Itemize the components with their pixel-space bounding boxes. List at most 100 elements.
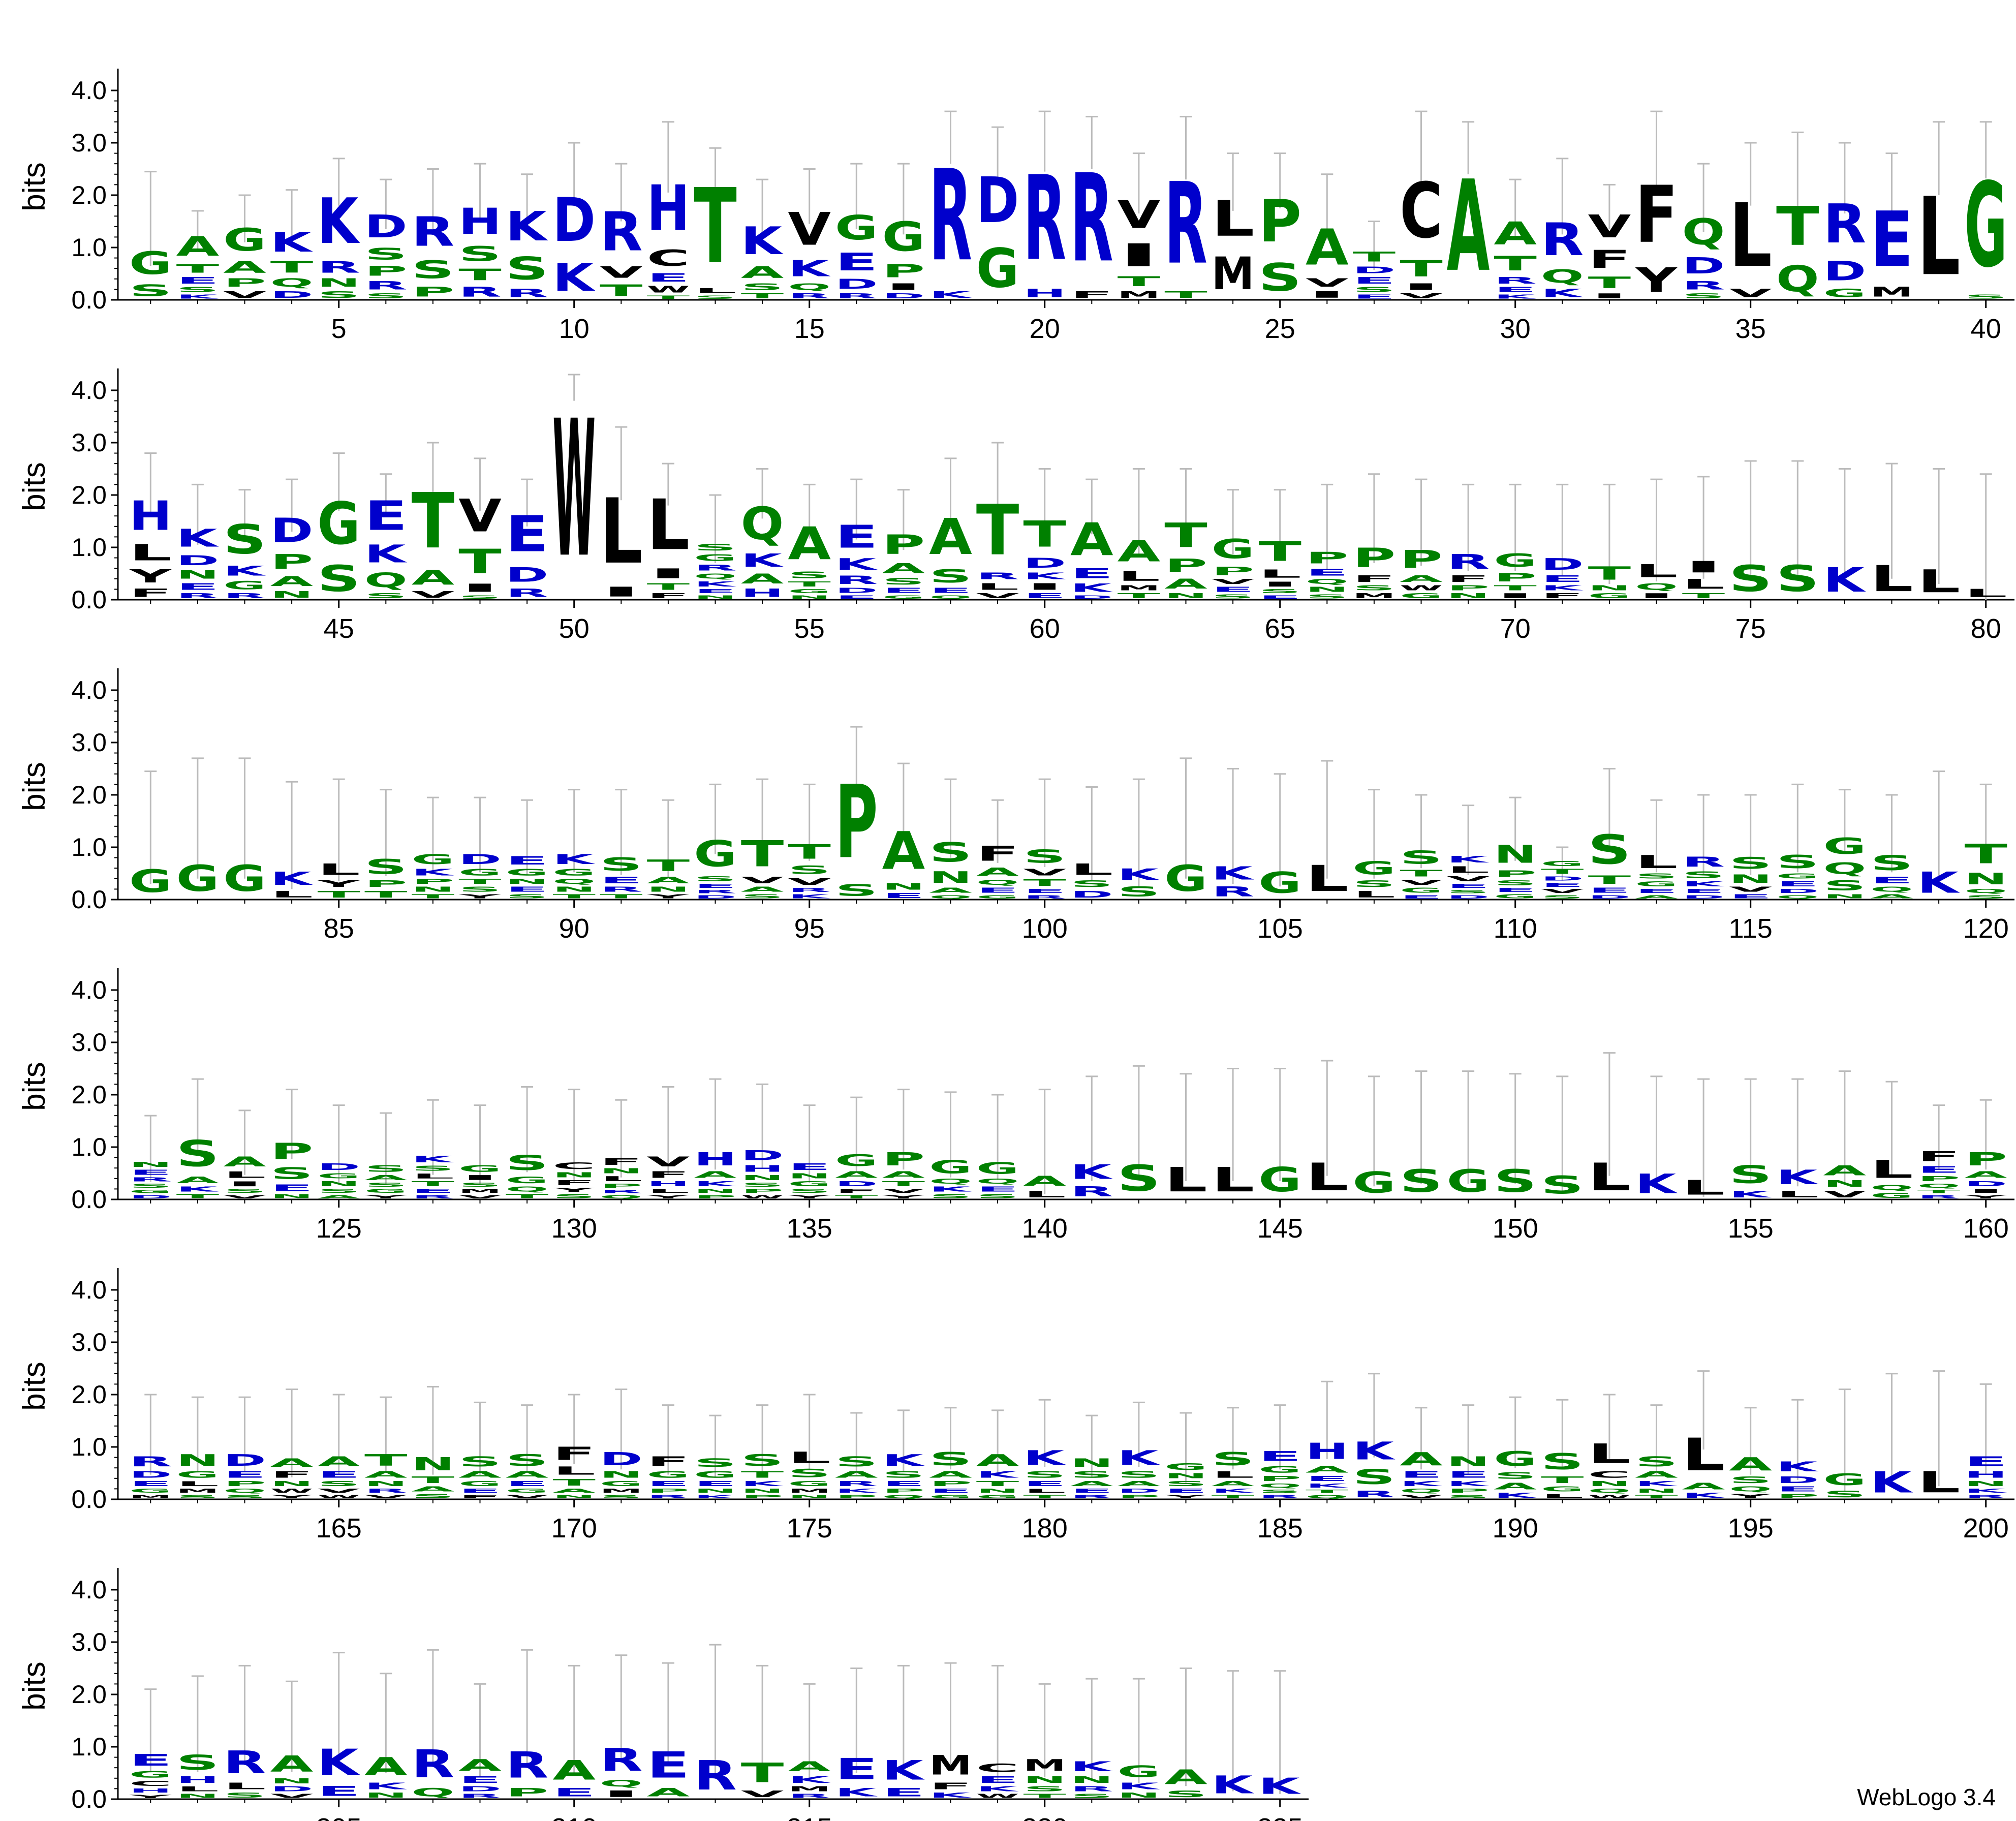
x-tick-label: 90 xyxy=(559,913,590,944)
logo-letter: S xyxy=(1258,1489,1301,1494)
logo-column-33: YF xyxy=(1635,110,1678,300)
logo-letter: N xyxy=(1823,893,1867,900)
logo-column-10: KD xyxy=(552,142,596,300)
logo-letter: P xyxy=(1776,1493,1819,1499)
logo-letter: E xyxy=(835,519,878,555)
logo-letter: I xyxy=(1635,592,1678,600)
logo-letter: R xyxy=(1964,1494,2007,1499)
logo-letter: C xyxy=(1400,167,1443,256)
logo-letter: Q xyxy=(600,1194,643,1199)
logo-letter: S xyxy=(458,1182,502,1188)
logo-letter: Y xyxy=(1164,1494,1207,1499)
logo-letter: P xyxy=(600,1183,643,1189)
logo-letter: R xyxy=(1823,193,1867,256)
logo-letter: K xyxy=(223,563,266,579)
logo-letter: A xyxy=(882,821,925,881)
logo-letter: P xyxy=(835,764,878,881)
logo-letter: E xyxy=(1070,1488,1113,1494)
logo-letter: R xyxy=(1541,214,1584,266)
y-tick-label: 1.0 xyxy=(71,833,107,861)
logo-letter: T xyxy=(317,889,360,899)
logo-letter: A xyxy=(1447,153,1490,299)
logo-letter: L xyxy=(1118,568,1161,584)
logo-letter: S xyxy=(1541,1171,1584,1199)
logo-letter: Q xyxy=(1823,859,1867,878)
logo-letter: N xyxy=(412,1454,455,1475)
logo-letter: V xyxy=(458,1194,502,1199)
logo-letter: N xyxy=(600,1167,643,1175)
logo-letter: G xyxy=(976,894,1019,900)
logo-letter: S xyxy=(223,1494,266,1499)
logo-letter: S xyxy=(364,1163,408,1174)
logo-letter: P xyxy=(882,1488,925,1494)
logo-letter: L xyxy=(223,1781,266,1791)
logo-column-143: L xyxy=(1164,1073,1207,1199)
y-tick-label: 0.0 xyxy=(71,585,107,614)
logo-letter: E xyxy=(1023,592,1066,600)
logo-letter: I xyxy=(600,1788,643,1799)
logo-letter: Q xyxy=(1400,1488,1443,1494)
logo-letter: G xyxy=(1964,158,2007,293)
logo-letter: L xyxy=(176,1785,220,1793)
logo-letter: Y xyxy=(646,1194,690,1199)
x-tick-label: 210 xyxy=(551,1813,597,1821)
logo-letter: T xyxy=(1023,1494,1066,1499)
logo-letter: E xyxy=(1729,893,1772,900)
logo-letter: T xyxy=(741,292,784,300)
logo-letter: S xyxy=(788,863,831,877)
logo-letter: Y xyxy=(317,879,360,889)
logo-letter: G xyxy=(694,833,737,875)
logo-letter: V xyxy=(741,1789,784,1799)
y-tick-label: 4.0 xyxy=(71,676,107,704)
logo-letter: N xyxy=(1306,585,1349,593)
logo-letter: K xyxy=(1212,1488,1254,1494)
logo-letter: L xyxy=(1870,1155,1913,1184)
logo-letter: A xyxy=(976,866,1019,879)
x-tick-label: 50 xyxy=(559,613,590,644)
logo-letter: A xyxy=(317,1194,360,1199)
logo-letter: A xyxy=(1400,574,1443,584)
logo-letter: G xyxy=(835,209,878,248)
logo-letter: R xyxy=(1070,1785,1113,1793)
logo-letter: G xyxy=(223,858,266,900)
y-tick-label: 3.0 xyxy=(71,1028,107,1057)
logo-letter: D xyxy=(1823,256,1867,287)
logo-letter: R xyxy=(223,1744,266,1781)
logo-letter: R xyxy=(694,889,737,894)
logo-letter: S xyxy=(552,1193,596,1199)
y-axis-label: bits xyxy=(17,1661,52,1710)
logo-letter: L xyxy=(1258,567,1301,580)
logo-letter: N xyxy=(1494,840,1537,869)
logo-column-35: VL xyxy=(1729,142,1772,300)
y-tick-label: 3.0 xyxy=(71,1328,107,1356)
logo-letter: R xyxy=(835,573,878,587)
logo-letter: T xyxy=(1306,1489,1349,1494)
logo-column-45: SG xyxy=(317,452,360,600)
logo-letter: V xyxy=(223,290,266,300)
logo-letter: G xyxy=(1164,1462,1207,1472)
logo-letter: G xyxy=(458,1163,502,1174)
logo-letter: D xyxy=(1682,253,1725,279)
logo-letter: K xyxy=(788,893,830,900)
x-tick-label: 200 xyxy=(1963,1513,2009,1544)
logo-letter: R xyxy=(412,1742,455,1786)
logo-letter: S xyxy=(458,1454,502,1470)
logo-letter: Y xyxy=(270,1494,314,1499)
logo-letter: E xyxy=(1588,886,1631,894)
logo-letter: A xyxy=(882,1169,925,1180)
logo-letter: W xyxy=(976,1793,1019,1799)
logo-letter: K xyxy=(1447,854,1490,865)
